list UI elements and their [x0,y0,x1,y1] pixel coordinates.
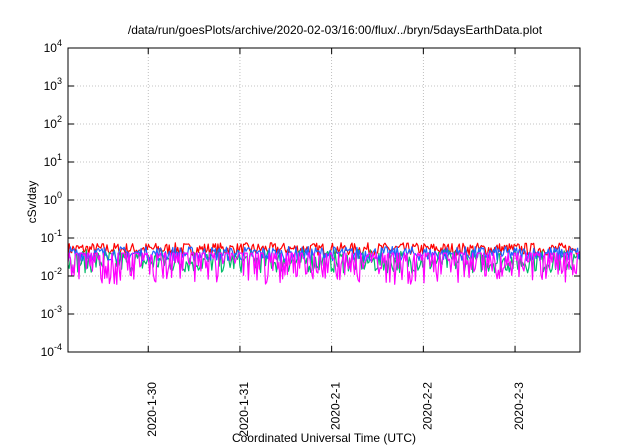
series-group [67,242,581,285]
x-tick-label: 2020-1-30 [145,382,159,437]
y-tick-label: 100 [44,190,62,207]
x-axis-label: Coordinated Universal Time (UTC) [232,431,416,445]
x-tick-label: 2020-1-31 [237,382,251,437]
y-tick-label: 102 [44,114,62,131]
x-tick-label: 2020-2-1 [329,382,343,430]
x-tick-label: 2020-2-2 [420,382,434,430]
grid [68,48,580,352]
y-tick-label: 10-4 [41,342,62,359]
y-tick-label: 103 [44,76,62,93]
series-line [67,252,580,285]
x-tick-label: 2020-2-3 [512,382,526,430]
y-tick-label: 104 [44,38,62,55]
y-axis-label: cSv/day [25,181,39,224]
chart-title: /data/run/goesPlots/archive/2020-02-03/1… [128,23,543,37]
y-tick-label: 101 [44,152,62,169]
y-tick-label: 10-2 [41,266,62,283]
y-tick-label: 10-1 [41,228,62,245]
ticks: 10-4 10-3 10-2 10-1 100 101 102 103 104 2020-1-30… [41,38,580,437]
y-tick-label: 10-3 [41,304,62,321]
